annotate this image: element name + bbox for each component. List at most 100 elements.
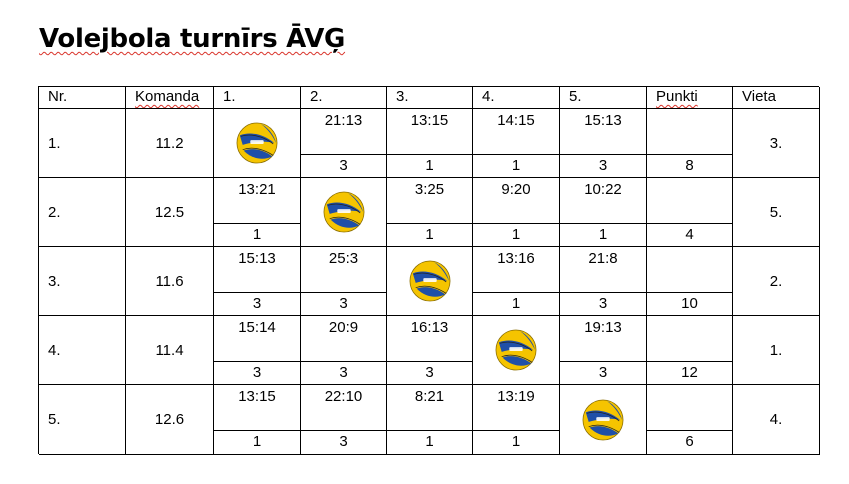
total-points: 12 [647, 362, 733, 385]
score-value: 21:8 [588, 250, 618, 267]
score-value: 15:14 [238, 319, 276, 336]
points-value: 3 [339, 157, 348, 174]
total-points: 4 [647, 224, 733, 247]
place-value: 4. [769, 411, 783, 428]
total-points: 6 [647, 431, 733, 455]
score-value: 8:21 [414, 388, 445, 405]
match-points: 3 [560, 155, 647, 178]
match-score: 13:19 [473, 385, 560, 431]
match-score: 15:13 [560, 109, 647, 155]
match-score: 19:13 [560, 316, 647, 362]
place-cell: 3. [733, 109, 820, 178]
points-value: 3 [252, 295, 262, 312]
match-points: 1 [387, 431, 473, 455]
place-value: 1. [769, 341, 783, 359]
total-blank [647, 178, 733, 224]
match-points: 3 [560, 293, 647, 316]
page-title: Volejbola turnīrs ĀVĢ [39, 21, 345, 57]
points-value: 3 [425, 364, 434, 381]
points-value: 1 [511, 295, 521, 312]
header-8: Punkti [647, 87, 733, 109]
points-value: 3 [598, 295, 608, 312]
volleyball-icon [323, 191, 364, 233]
diagonal-cell [301, 178, 387, 247]
row-number: 2. [48, 203, 61, 221]
match-points: 3 [214, 293, 301, 316]
match-score: 13:15 [387, 109, 473, 155]
team-name: 11.6 [155, 272, 184, 290]
team-cell: 11.2 [126, 109, 214, 178]
points-value: 1 [252, 226, 262, 243]
match-score: 3:25 [387, 178, 473, 224]
diagonal-cell [387, 247, 473, 316]
total-value: 12 [681, 364, 698, 381]
total-value: 4 [685, 226, 694, 243]
header-label: Punkti [656, 88, 698, 105]
score-value: 14:15 [497, 112, 535, 129]
match-points: 1 [387, 155, 473, 178]
points-value: 1 [425, 157, 434, 174]
match-score: 13:16 [473, 247, 560, 293]
place-cell: 5. [733, 178, 820, 247]
match-points: 1 [473, 293, 560, 316]
row-number: 1. [48, 134, 61, 152]
score-value: 20:9 [328, 319, 359, 336]
team-cell: 11.4 [126, 316, 214, 385]
points-value: 1 [425, 226, 434, 243]
points-value: 1 [252, 433, 262, 450]
score-value: 13:15 [410, 112, 449, 129]
header-label: 1. [223, 88, 236, 105]
points-value: 1 [511, 157, 521, 174]
match-score: 8:21 [387, 385, 473, 431]
place-value: 5. [769, 203, 783, 221]
score-value: 13:15 [238, 388, 276, 405]
total-points: 10 [647, 293, 733, 316]
row-nr: 2. [39, 178, 126, 247]
header-6: 4. [473, 87, 560, 109]
score-value: 13:21 [238, 181, 276, 198]
header-label: 2. [310, 88, 323, 105]
score-value: 13:16 [497, 250, 535, 267]
match-score: 15:13 [214, 247, 301, 293]
match-points: 3 [387, 362, 473, 385]
place-value: 3. [769, 134, 783, 152]
match-points: 1 [214, 224, 301, 247]
match-score: 20:9 [301, 316, 387, 362]
row-number: 4. [48, 341, 61, 359]
total-value: 10 [681, 295, 698, 312]
score-value: 13:19 [497, 388, 535, 405]
match-score: 9:20 [473, 178, 560, 224]
score-value: 25:3 [328, 250, 359, 267]
row-nr: 4. [39, 316, 126, 385]
header-2: Komanda [126, 87, 214, 109]
team-name: 12.5 [154, 203, 185, 221]
points-value: 3 [598, 157, 608, 174]
match-points: 1 [473, 224, 560, 247]
match-score: 21:13 [301, 109, 387, 155]
header-label: Nr. [48, 88, 68, 105]
points-value: 1 [598, 226, 608, 243]
total-blank [647, 316, 733, 362]
team-name: 12.6 [154, 411, 185, 428]
match-score: 14:15 [473, 109, 560, 155]
volleyball-icon [495, 329, 537, 371]
score-value: 19:13 [584, 319, 622, 336]
match-points: 3 [301, 362, 387, 385]
volleyball-icon [236, 122, 278, 164]
match-points: 1 [214, 431, 301, 455]
points-value: 3 [339, 364, 348, 381]
points-value: 3 [252, 364, 262, 381]
points-value: 3 [339, 295, 348, 312]
match-points: 3 [214, 362, 301, 385]
match-score: 16:13 [387, 316, 473, 362]
row-nr: 1. [39, 109, 126, 178]
score-value: 3:25 [414, 181, 445, 198]
header-4: 2. [301, 87, 387, 109]
score-value: 16:13 [410, 319, 449, 336]
points-value: 1 [511, 226, 521, 243]
points-value: 1 [511, 433, 521, 450]
row-nr: 5. [39, 385, 126, 455]
match-score: 15:14 [214, 316, 301, 362]
total-blank [647, 385, 733, 431]
total-blank [647, 247, 733, 293]
